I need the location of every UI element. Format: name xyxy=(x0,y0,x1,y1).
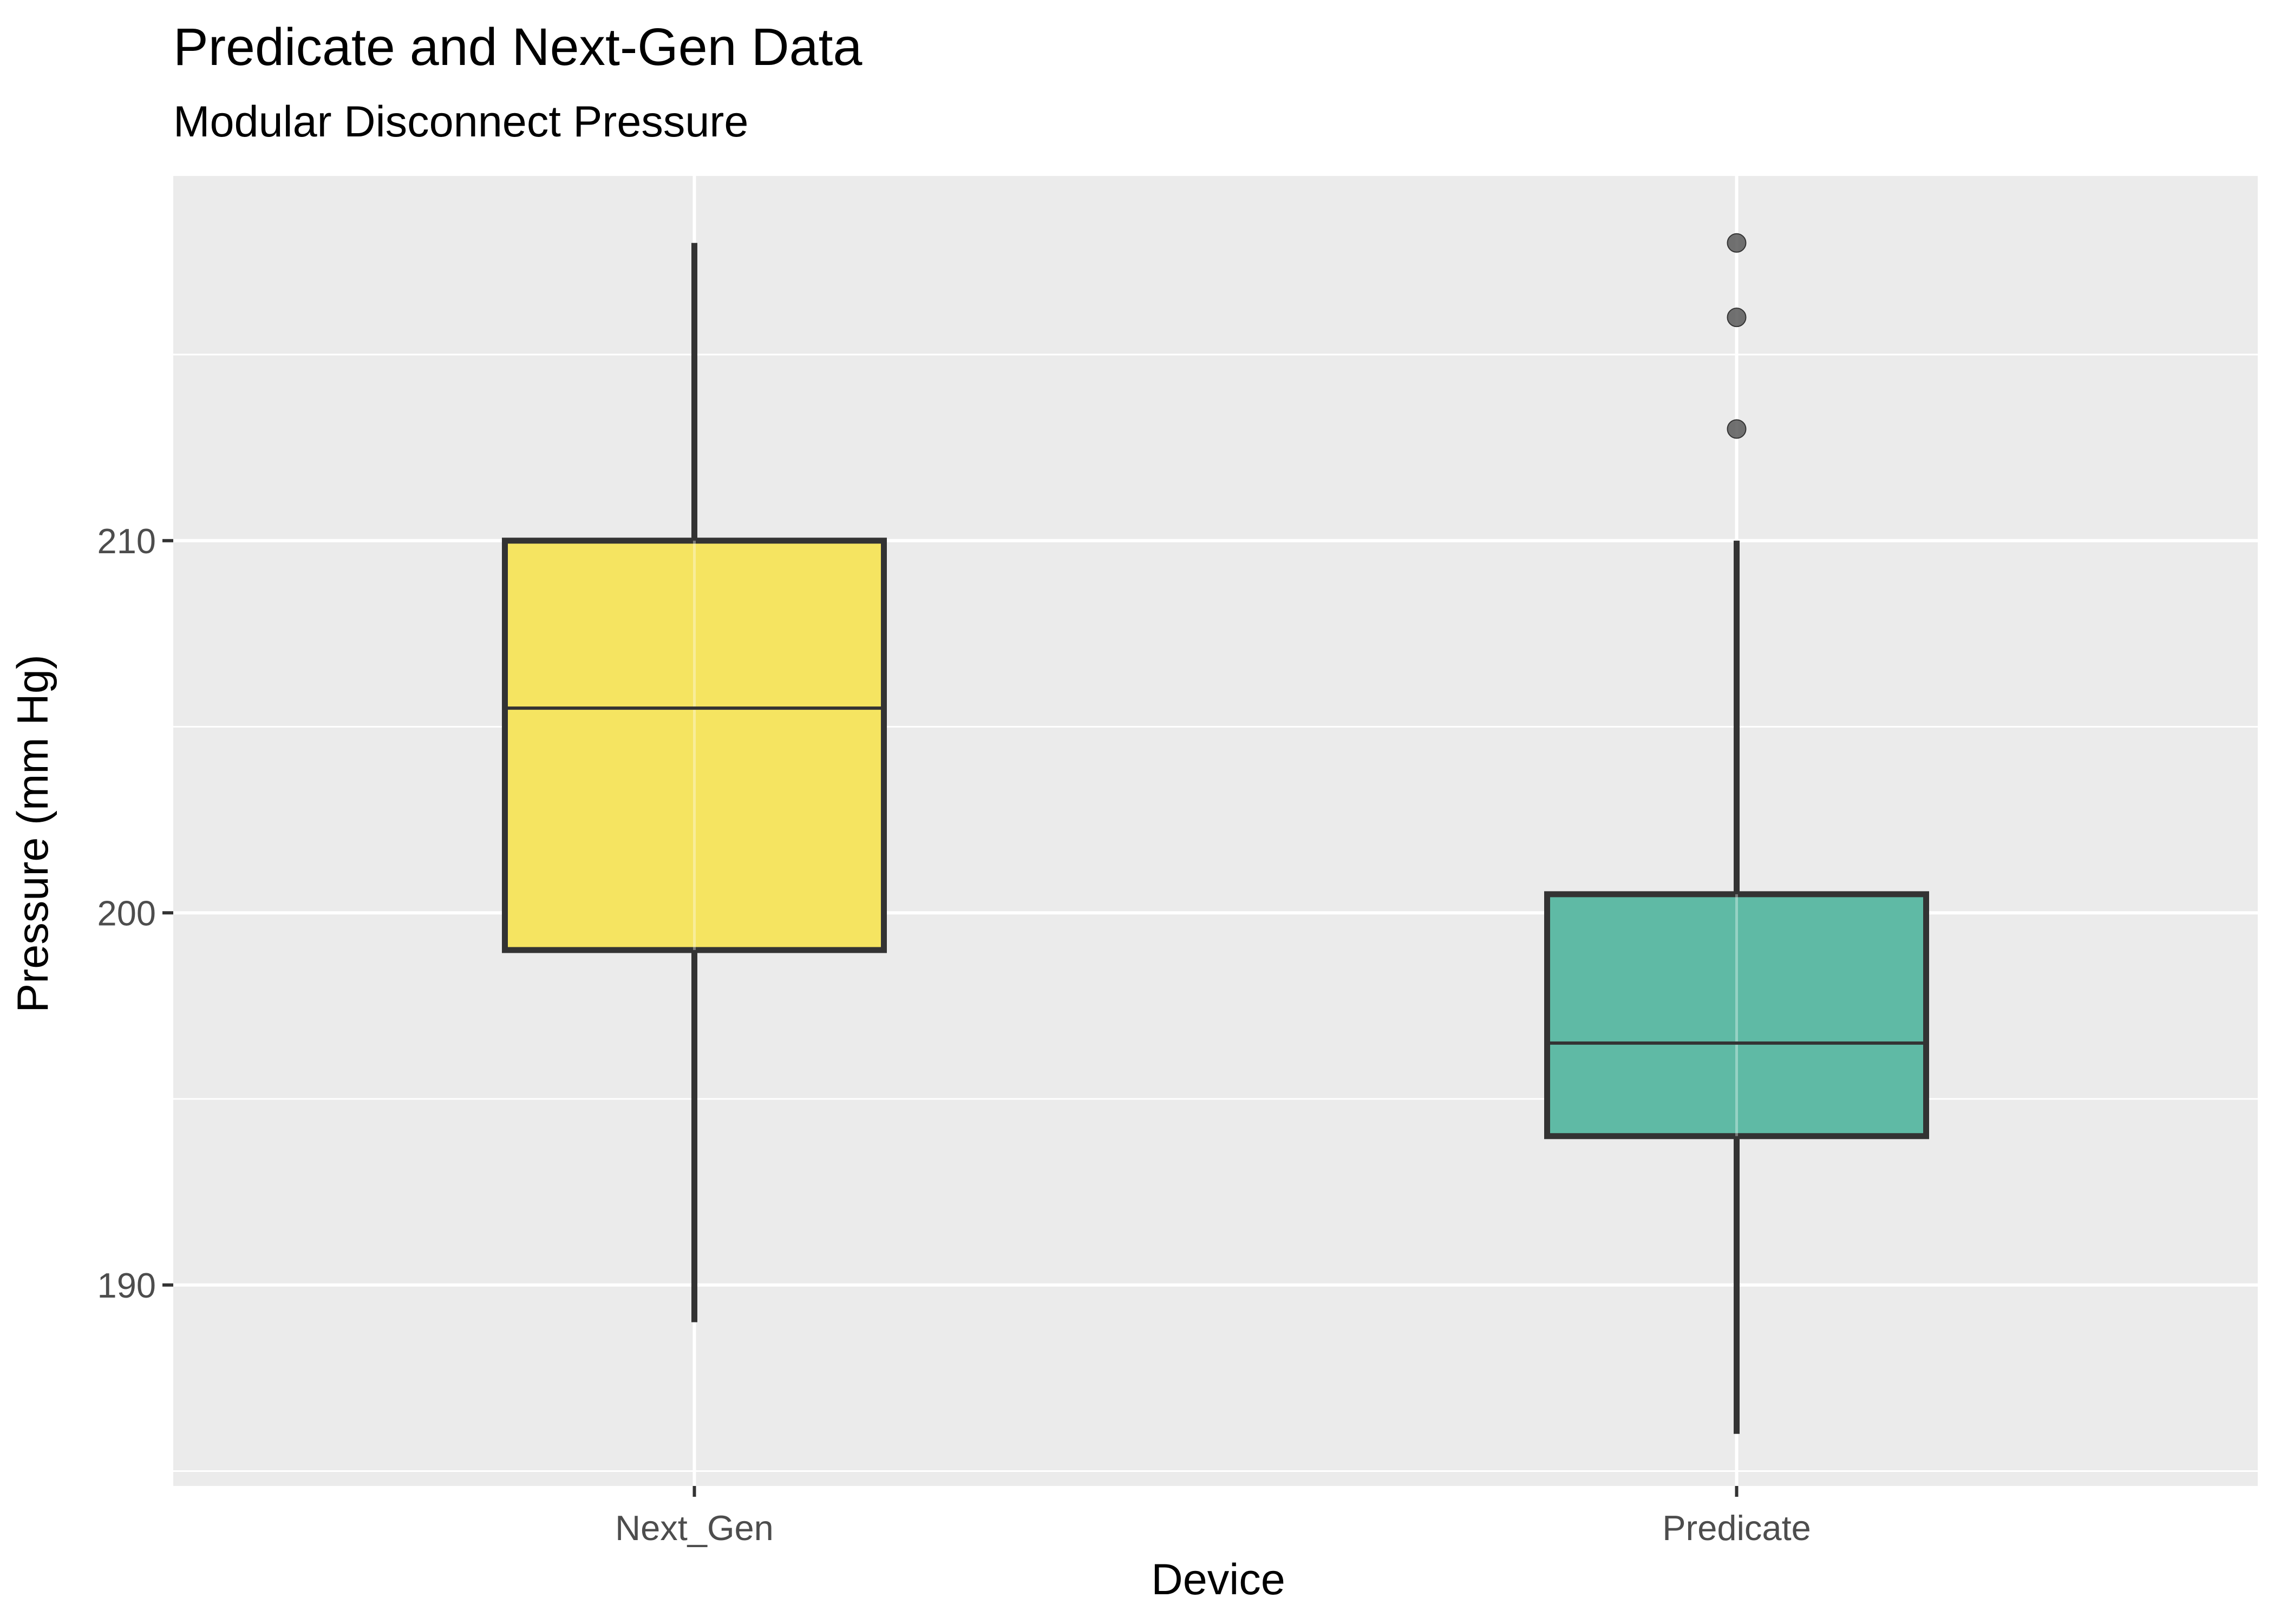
outlier-point xyxy=(1727,233,1747,253)
box-body xyxy=(1544,891,1929,1140)
plot-marks xyxy=(502,233,1929,1434)
chart-subtitle: Modular Disconnect Pressure xyxy=(173,97,748,146)
x-tick-label: Next_Gen xyxy=(615,1508,774,1548)
y-tick-label: 190 xyxy=(97,1266,156,1305)
x-tick-label: Predicate xyxy=(1662,1508,1811,1548)
plot-panel xyxy=(173,176,2258,1486)
axes: 190 200 210 Next_Gen Predicate xyxy=(97,521,1811,1548)
box-body xyxy=(502,538,887,953)
chart-title: Predicate and Next-Gen Data xyxy=(173,17,862,76)
y-tick-label: 210 xyxy=(97,521,156,561)
outlier-point xyxy=(1727,307,1747,328)
x-axis-title: Device xyxy=(1151,1555,1285,1604)
y-axis-title: Pressure (mm Hg) xyxy=(9,654,57,1013)
y-tick-label: 200 xyxy=(97,893,156,933)
box-next-gen xyxy=(502,243,887,1322)
outlier-point xyxy=(1727,419,1747,439)
panel-background xyxy=(173,176,2258,1486)
box-predicate xyxy=(1544,233,1929,1434)
